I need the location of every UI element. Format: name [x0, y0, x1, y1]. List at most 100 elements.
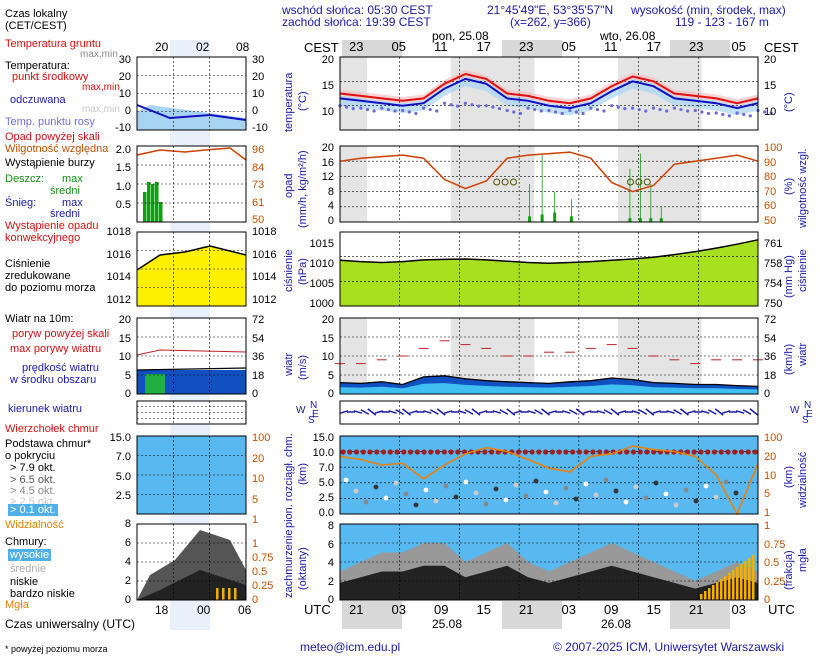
- pressure-line: [339, 239, 759, 265]
- night-band: [450, 146, 535, 222]
- precip-axis-unit: (mm/h, kg/m²/h): [297, 150, 309, 228]
- legend-clouds: Chmury:: [5, 536, 47, 548]
- legend-wind-tick-right: 72: [252, 314, 265, 326]
- legend-humidity-line: [136, 147, 247, 161]
- legend-fog-tick: 0: [252, 594, 259, 606]
- dewpoint-point: [456, 104, 460, 108]
- wind-arrow: [339, 410, 349, 414]
- legend-utc-hour: 00: [197, 603, 211, 617]
- precip-tick: 0: [327, 215, 334, 227]
- cloud-base-point: [553, 500, 559, 506]
- legend-fog-tick: 1: [252, 538, 259, 550]
- cloud-top-point: [651, 449, 657, 455]
- utc-hour-label: 21: [349, 602, 364, 617]
- dewpoint-point: [665, 109, 669, 113]
- storm-marker: [509, 178, 517, 186]
- cloud-tick: 7.0: [318, 462, 334, 474]
- tz-right: CEST: [764, 40, 799, 55]
- dewpoint-point: [686, 109, 690, 113]
- legend-pressure-3: do poziomu morza: [5, 282, 96, 294]
- dewpoint-point: [595, 107, 600, 112]
- compass-letter: W: [296, 405, 306, 416]
- dewpoint-point: [560, 111, 564, 116]
- dewpoint-point: [714, 111, 718, 115]
- legend-pres-tick: 1018: [106, 226, 131, 238]
- wind-tick: 20: [321, 314, 334, 326]
- pressure-tick-right: 758: [764, 258, 783, 270]
- cloud-top-point: [374, 449, 380, 455]
- cloud-top-point: [644, 449, 650, 455]
- legend-storm: Wystąpienie burzy: [5, 157, 95, 169]
- legend-fog-bar: [216, 588, 219, 600]
- legend-precip-over: Opad powyżej skali: [5, 131, 100, 143]
- precip-tick: 16: [321, 156, 334, 169]
- pressure-axis-unit: (hPa): [297, 258, 309, 285]
- temp-tick-right: 15: [764, 80, 777, 92]
- utc-left: UTC: [304, 602, 331, 617]
- fog-axis-unit: (frakcja): [783, 550, 795, 590]
- height-values: 119 - 123 - 167 m: [675, 15, 769, 29]
- visibility-line: [339, 445, 759, 516]
- cloud-base-point: [623, 499, 629, 505]
- wind-arrow: [527, 410, 536, 414]
- legend-pres-tick-right: 1018: [252, 226, 277, 238]
- wind-tick: 10: [321, 351, 334, 363]
- time-band: [670, 40, 730, 57]
- legend-soil-temp: Temperatura gruntu: [5, 38, 101, 50]
- legend-rain-bar: [151, 184, 155, 222]
- legend-title-2: (CET/CEST): [5, 20, 67, 32]
- wind-arrow: [374, 410, 383, 414]
- cover-frame: [339, 523, 759, 601]
- wind-arrow: [735, 410, 745, 414]
- legend-utc-title: Czas uniwersalny (UTC): [5, 617, 136, 631]
- storm-marker: [501, 178, 509, 186]
- cloud-top-point: [434, 449, 441, 455]
- wind-arrow: [631, 410, 641, 414]
- cloud-base-point: [413, 502, 419, 508]
- cloud-top-point: [698, 449, 704, 455]
- cloud-base-point: [693, 498, 699, 504]
- coordinates: 21°45'49"E, 53°35'57"N: [487, 3, 614, 17]
- humidity-tick: 80: [764, 171, 777, 184]
- cloud-tick: 5.0: [318, 477, 334, 489]
- wind-arrow: [367, 408, 377, 416]
- cloud-top-point: [752, 449, 758, 455]
- cloud-top-point: [522, 449, 528, 455]
- fog-tick: 1: [764, 520, 771, 532]
- cloud-top-point: [637, 449, 643, 455]
- legend-temp-tick: 20: [118, 71, 131, 83]
- pressure-area: [340, 239, 758, 306]
- legend-fog-bar: [228, 588, 231, 600]
- legend-rain-bar: [159, 202, 163, 222]
- wind-arrow: [534, 409, 543, 415]
- wind-tick-right: 72: [764, 314, 777, 326]
- utc-hour-label: 09: [604, 602, 619, 617]
- time-band: [502, 601, 562, 629]
- cloud-base-point: [463, 479, 469, 485]
- cloud-top-point: [340, 449, 346, 455]
- wind-arrow: [666, 410, 675, 414]
- pressure-tick-right: 761: [764, 238, 783, 250]
- storm-marker: [643, 178, 651, 186]
- pressure-tick-right: 750: [764, 298, 783, 310]
- wind-arrow: [471, 408, 481, 416]
- legend-pressure-2: zredukowane: [5, 270, 71, 282]
- dewpoint-point: [345, 105, 349, 109]
- legend-temp-tick-right: 0: [252, 105, 259, 117]
- visibility-tick: 20: [764, 450, 777, 463]
- wind-arrow: [360, 409, 370, 415]
- footer-email[interactable]: meteo@icm.edu.pl: [300, 640, 401, 654]
- dewpoint-point: [380, 106, 384, 110]
- compass-letter: S: [802, 415, 809, 426]
- cloud-base-point: [393, 480, 399, 486]
- legend-temp: Temperatura:: [5, 60, 70, 72]
- cloud-base-point: [373, 484, 379, 490]
- cloud-base-point: [473, 490, 479, 496]
- cloud-base-point: [633, 484, 639, 490]
- legend-temp-tick-right: -10: [252, 122, 268, 134]
- legend-okt-79: > 7.9 okt.: [10, 462, 56, 474]
- visibility-tick: 10: [764, 469, 777, 482]
- humidity-tick: 70: [764, 185, 777, 198]
- cloud-top-point: [421, 449, 427, 455]
- cloud-top-point: [570, 449, 576, 455]
